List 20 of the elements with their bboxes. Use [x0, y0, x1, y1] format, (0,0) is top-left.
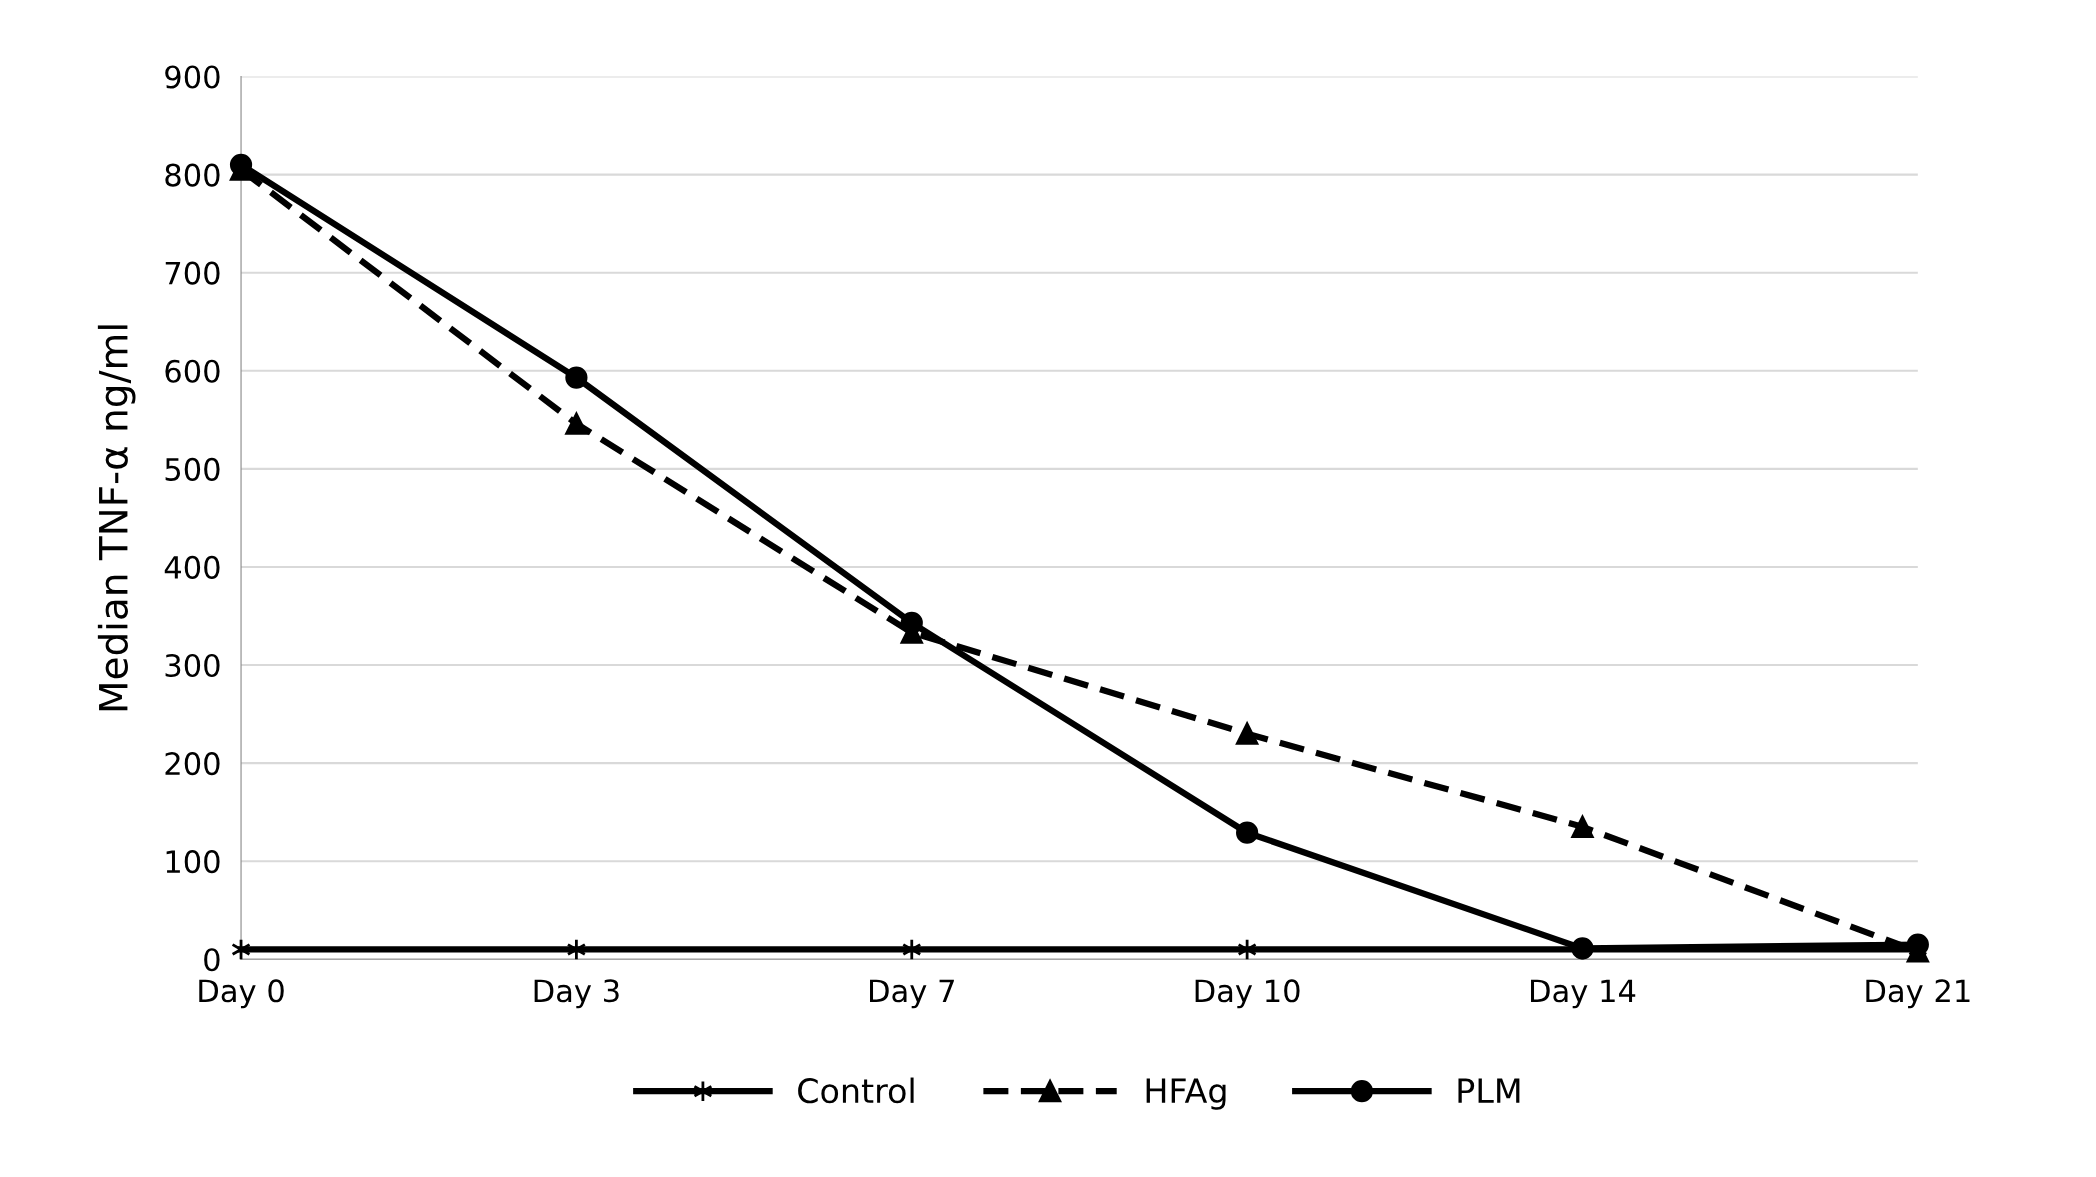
y-tick-label: 800 [165, 163, 220, 187]
x-tick-label: Day 3 [534, 979, 619, 1009]
x-tick-label: Day 21 [1866, 979, 1970, 1009]
x-tick-label: Day 0 [199, 979, 284, 1009]
y-tick-label: 900 [165, 65, 220, 89]
x-tick-label: Day 10 [1195, 979, 1300, 1009]
y-tick-label: 300 [165, 653, 220, 678]
y-tick-label: 200 [165, 752, 220, 776]
y-tick-label: 700 [165, 261, 220, 285]
x-tick-label: Day 14 [1531, 979, 1636, 1009]
legend-label: PLM [1458, 1078, 1520, 1103]
y-tick-label: 0 [204, 948, 220, 972]
y-axis-title: Median TNF-α ng/ml [97, 325, 136, 711]
legend-label: Control [798, 1077, 914, 1104]
y-tick-label: 100 [166, 850, 220, 874]
x-tick-label: Day 7 [870, 979, 954, 1009]
y-tick-label: 500 [165, 457, 220, 481]
legend-label: HFAg [1146, 1078, 1226, 1110]
y-tick-label: 400 [164, 555, 220, 579]
y-tick-label: 600 [165, 359, 220, 383]
